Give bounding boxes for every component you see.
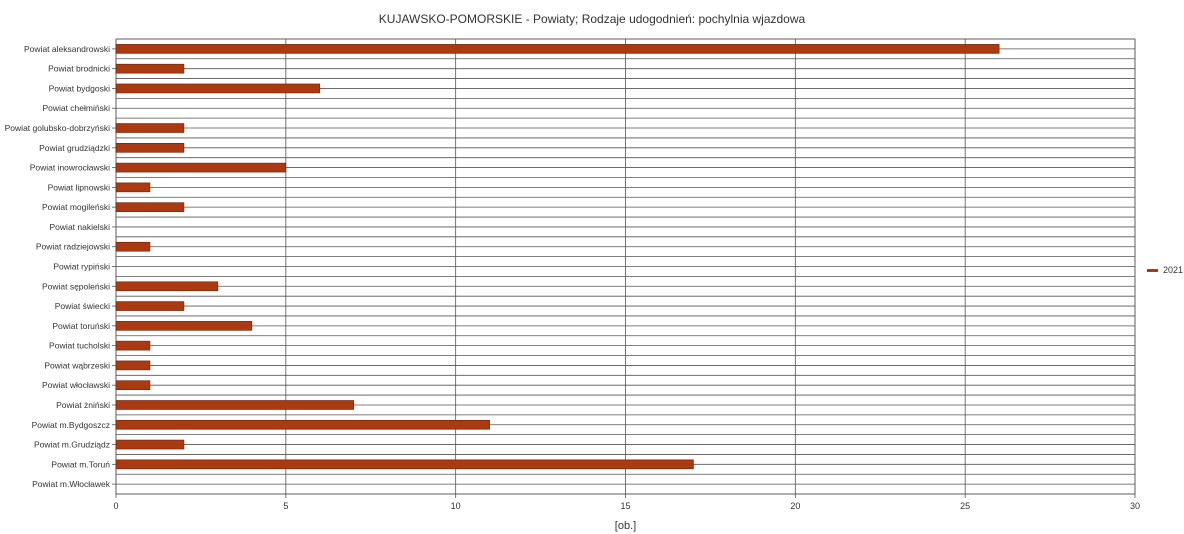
bar[interactable] <box>115 63 185 74</box>
x-tick-label: 15 <box>620 501 630 511</box>
category-label: Powiat świecki <box>55 301 110 311</box>
category-label: Powiat m.Grudziądz <box>34 440 110 450</box>
bar[interactable] <box>115 360 151 371</box>
x-tick-label: 20 <box>790 501 800 511</box>
bar[interactable] <box>115 340 151 351</box>
category-label: Powiat nakielski <box>50 222 111 232</box>
category-label: Powiat lipnowski <box>48 182 110 192</box>
bar[interactable] <box>115 44 1000 54</box>
category-label: Powiat chełmiński <box>42 103 110 113</box>
bar[interactable] <box>115 123 185 133</box>
category-label: Powiat wąbrzeski <box>44 360 110 370</box>
bar[interactable] <box>115 439 185 450</box>
bar[interactable] <box>115 281 219 292</box>
category-label: Powiat golubsko-dobrzyński <box>5 123 110 133</box>
category-label: Powiat grudziądzki <box>39 143 110 153</box>
bar[interactable] <box>115 419 490 430</box>
category-label: Powiat toruński <box>52 321 110 331</box>
bar[interactable] <box>115 83 321 94</box>
category-label: Powiat brodnicki <box>48 64 110 74</box>
x-tick-label: 30 <box>1130 501 1140 511</box>
bar[interactable] <box>115 143 185 153</box>
x-tick-label: 10 <box>451 501 461 511</box>
category-label: Powiat m.Bydgoszcz <box>32 420 110 430</box>
bar[interactable] <box>115 380 151 390</box>
x-tick-label: 5 <box>283 501 288 511</box>
x-axis-label: [ob.] <box>615 520 636 532</box>
legend[interactable]: 2021 <box>1147 265 1183 275</box>
chart-title: KUJAWSKO-POMORSKIE - Powiaty; Rodzaje ud… <box>378 12 806 26</box>
bar[interactable] <box>115 459 694 470</box>
bar[interactable] <box>115 182 151 193</box>
category-label: Powiat włocławski <box>42 380 110 390</box>
x-tick-label: 0 <box>113 501 118 511</box>
legend-swatch <box>1147 268 1158 272</box>
category-label: Powiat mogileński <box>42 202 110 212</box>
category-label: Powiat m.Włocławek <box>32 479 111 489</box>
category-label: Powiat tucholski <box>49 341 110 351</box>
bar[interactable] <box>115 301 185 311</box>
bar[interactable] <box>115 241 151 252</box>
bar[interactable] <box>115 321 253 331</box>
category-label: Powiat żniński <box>56 400 110 410</box>
category-label: Powiat m.Toruń <box>51 459 110 469</box>
category-label: Powiat radziejowski <box>36 242 110 252</box>
legend-label: 2021 <box>1163 265 1184 275</box>
bar[interactable] <box>115 202 185 212</box>
category-label: Powiat rypiński <box>53 262 110 272</box>
x-tick-label: 25 <box>960 501 970 511</box>
category-label: Powiat aleksandrowski <box>24 44 110 54</box>
category-label: Powiat inowrocławski <box>30 163 110 173</box>
category-label: Powiat bydgoski <box>49 83 111 93</box>
bar[interactable] <box>115 162 287 173</box>
bar[interactable] <box>115 400 355 410</box>
category-label: Powiat sępoleński <box>42 281 110 291</box>
